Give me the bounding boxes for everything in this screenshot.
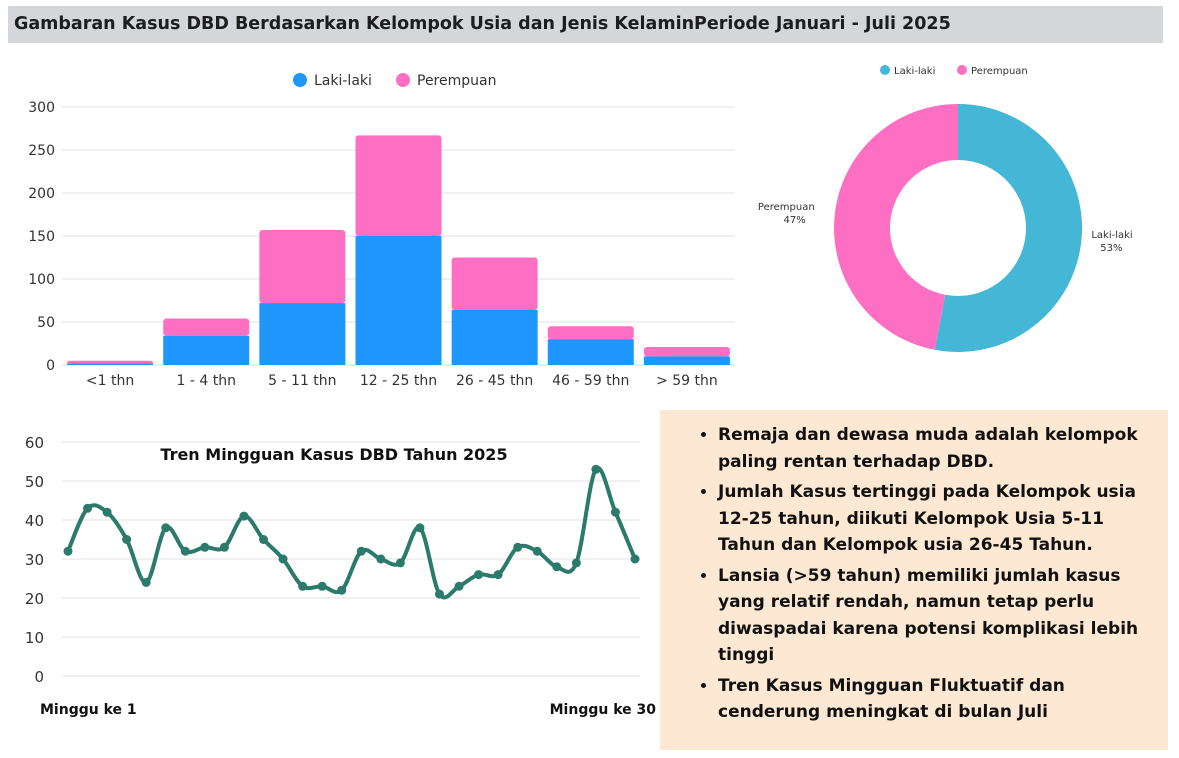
legend-swatch: [957, 65, 967, 75]
bar-perempuan: [355, 135, 442, 236]
legend-swatch: [880, 65, 890, 75]
line-chart-title: Tren Mingguan Kasus DBD Tahun 2025: [160, 445, 507, 464]
y-tick-label: 0: [46, 358, 55, 374]
bar-perempuan: [67, 360, 154, 364]
y-tick-label: 30: [25, 551, 44, 569]
slice-label-pct: 53%: [1100, 243, 1122, 254]
legend-label: Perempuan: [971, 66, 1028, 77]
bar-laki: [259, 303, 346, 365]
y-tick-label: 10: [25, 629, 44, 647]
y-tick-label: 50: [37, 315, 55, 331]
y-tick-label: 300: [28, 100, 55, 116]
y-tick-label: 0: [34, 668, 44, 686]
x-tick-label: 46 - 59 thn: [552, 373, 629, 389]
insights-list: Remaja dan dewasa muda adalah kelompok p…: [682, 422, 1154, 726]
trend-point: [122, 535, 132, 544]
trend-point: [571, 558, 581, 568]
trend-point: [591, 464, 601, 474]
y-tick-label: 100: [28, 272, 55, 288]
legend-swatch: [396, 73, 410, 87]
bar-perempuan: [259, 229, 346, 304]
legend-label: Laki-laki: [894, 66, 935, 77]
y-tick-label: 40: [25, 512, 44, 530]
x-tick-label: 26 - 45 thn: [456, 373, 533, 389]
age-gender-bar-chart: Laki-laki Perempuan 0 50 100 150 200 250 300 <1 t…: [28, 73, 735, 389]
insight-item: Remaja dan dewasa muda adalah kelompok p…: [718, 422, 1154, 475]
trend-point: [200, 542, 210, 552]
bar-perempuan: [451, 257, 538, 310]
trend-point: [317, 581, 327, 591]
x-tick-label: 1 - 4 thn: [176, 373, 235, 389]
trend-point: [278, 554, 288, 564]
slice-label-pct: 47%: [784, 215, 806, 226]
trend-line: [66, 466, 637, 600]
bar-laki: [547, 339, 634, 365]
legend-swatch: [293, 73, 307, 87]
trend-point: [259, 535, 269, 544]
y-tick-label: 50: [25, 473, 44, 491]
weekly-trend-line-chart: 0 10 20 30 40 50 60 Tren Mingguan Kasus DBD Tah…: [25, 434, 657, 718]
trend-point: [552, 562, 562, 572]
trend-point: [356, 546, 366, 556]
trend-point: [513, 542, 523, 552]
insight-item: Tren Kasus Mingguan Fluktuatif dan cende…: [718, 673, 1154, 726]
y-tick-label: 20: [25, 590, 44, 608]
slice-label-name: Laki-laki: [1091, 230, 1132, 241]
bar-laki: [643, 356, 730, 365]
x-end-label: Minggu ke 30: [550, 702, 657, 718]
trend-point: [454, 581, 464, 591]
x-tick-label: 12 - 25 thn: [360, 373, 437, 389]
insight-item: Lansia (>59 tahun) memiliki jumlah kasus…: [718, 563, 1154, 669]
trend-point: [161, 523, 171, 533]
y-tick-label: 60: [25, 434, 44, 452]
page-title: Gambaran Kasus DBD Berdasarkan Kelompok …: [14, 14, 951, 34]
insights-panel: Remaja dan dewasa muda adalah kelompok p…: [660, 410, 1168, 750]
trend-point: [298, 581, 308, 591]
x-start-label: Minggu ke 1: [40, 702, 137, 718]
trend-point: [376, 554, 386, 564]
donut-slice-laki-laki: [934, 104, 1082, 352]
gender-donut-chart: Laki-laki Perempuan Laki-laki 53% Perempuan 4…: [758, 65, 1133, 352]
trend-point: [493, 570, 503, 580]
y-tick-label: 200: [28, 186, 55, 202]
bar-laki: [163, 335, 250, 365]
y-tick-label: 150: [28, 229, 55, 245]
bar-laki: [67, 363, 154, 365]
x-tick-label: > 59 thn: [656, 373, 718, 389]
bar-perempuan: [643, 346, 730, 357]
x-tick-label: <1 thn: [86, 373, 134, 389]
bar-laki: [451, 309, 538, 365]
trend-point: [630, 554, 640, 564]
bar-perempuan: [547, 326, 634, 340]
slice-label-name: Perempuan: [758, 202, 815, 213]
trend-point: [102, 507, 112, 517]
trend-point: [219, 542, 229, 552]
trend-point: [434, 589, 444, 599]
trend-point: [180, 546, 190, 556]
trend-point: [415, 523, 425, 533]
trend-point: [141, 577, 151, 587]
header-bar: Gambaran Kasus DBD Berdasarkan Kelompok …: [8, 6, 1163, 43]
donut-slice-perempuan: [834, 104, 958, 350]
insight-item: Jumlah Kasus tertinggi pada Kelompok usi…: [718, 479, 1154, 559]
trend-point: [63, 546, 73, 556]
trend-point: [474, 570, 484, 580]
trend-point: [610, 507, 620, 517]
y-tick-label: 250: [28, 143, 55, 159]
trend-point: [83, 503, 93, 513]
x-tick-label: 5 - 11 thn: [268, 373, 336, 389]
legend-label: Perempuan: [417, 73, 496, 89]
trend-point: [239, 511, 249, 521]
trend-point: [395, 558, 405, 568]
trend-point: [337, 585, 347, 595]
legend-label: Laki-laki: [314, 73, 372, 89]
bar-laki: [355, 236, 442, 365]
trend-point: [532, 546, 542, 556]
bar-perempuan: [163, 318, 250, 336]
